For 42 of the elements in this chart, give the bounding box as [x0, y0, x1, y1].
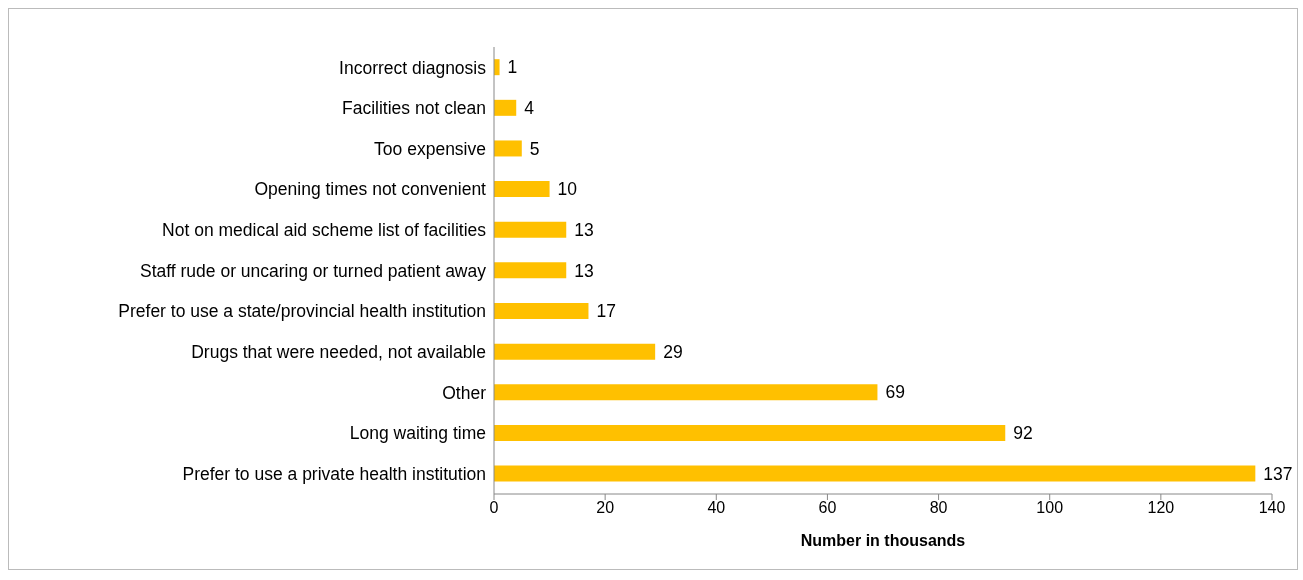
bar [494, 181, 550, 198]
y-tick-label: Prefer to use a private health institution [182, 463, 486, 484]
y-tick-label: Prefer to use a state/provincial health institution [118, 301, 486, 322]
y-tick-label: Facilities not clean [342, 98, 486, 119]
y-tick-label: Other [442, 382, 487, 403]
data-label: 17 [596, 301, 616, 322]
data-label: 4 [524, 98, 535, 119]
bar [494, 384, 878, 401]
data-label: 1 [507, 57, 518, 78]
y-tick-label: Too expensive [374, 138, 486, 159]
x-tick-label: 140 [1258, 499, 1286, 517]
bar [494, 424, 1006, 441]
bar [494, 465, 1256, 482]
bar [494, 221, 567, 238]
y-tick-label: Staff rude or uncaring or turned patient away [139, 260, 487, 281]
x-tick-label: 120 [1147, 499, 1175, 517]
bar [494, 343, 656, 360]
data-label: 92 [1013, 423, 1033, 444]
y-tick-label: Not on medical aid scheme list of facilities [162, 220, 487, 241]
y-tick-label: Long waiting time [349, 423, 486, 444]
bar [494, 140, 522, 157]
y-tick-label: Incorrect diagnosis [339, 57, 487, 78]
data-label: 69 [885, 382, 905, 403]
data-label: 10 [557, 179, 578, 200]
bar [494, 262, 567, 279]
data-label: 137 [1263, 463, 1293, 484]
x-tick-label: 0 [489, 499, 499, 517]
y-tick-label: Opening times not convenient [254, 179, 487, 200]
data-label: 13 [574, 219, 594, 240]
x-tick-label: 100 [1036, 499, 1064, 517]
x-tick-label: 80 [929, 499, 948, 517]
bar [494, 59, 500, 76]
y-tick-label: Drugs that were needed, not available [191, 341, 486, 362]
bar [494, 99, 517, 116]
x-axis-title: Number in thousands [800, 532, 966, 549]
bar [494, 303, 589, 320]
x-tick-label: 20 [596, 499, 615, 517]
x-tick-label: 60 [818, 499, 837, 517]
x-tick-label: 40 [707, 499, 726, 517]
data-label: 13 [574, 260, 594, 281]
data-label: 29 [663, 341, 683, 362]
data-label: 5 [529, 138, 540, 159]
